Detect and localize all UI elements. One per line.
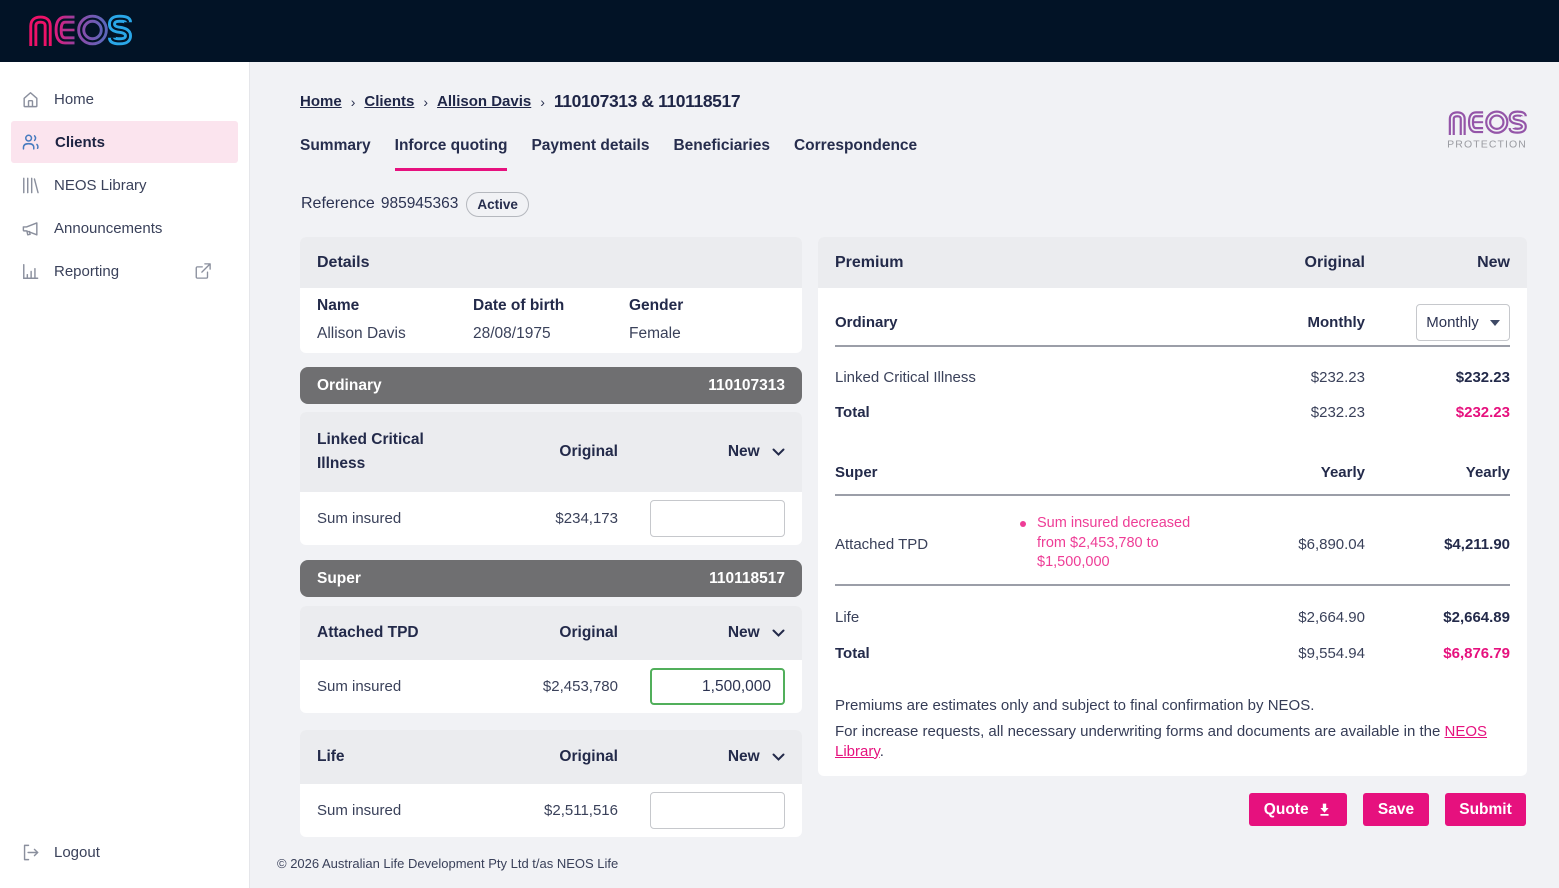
svg-text:PROTECTION: PROTECTION [1447, 139, 1527, 151]
